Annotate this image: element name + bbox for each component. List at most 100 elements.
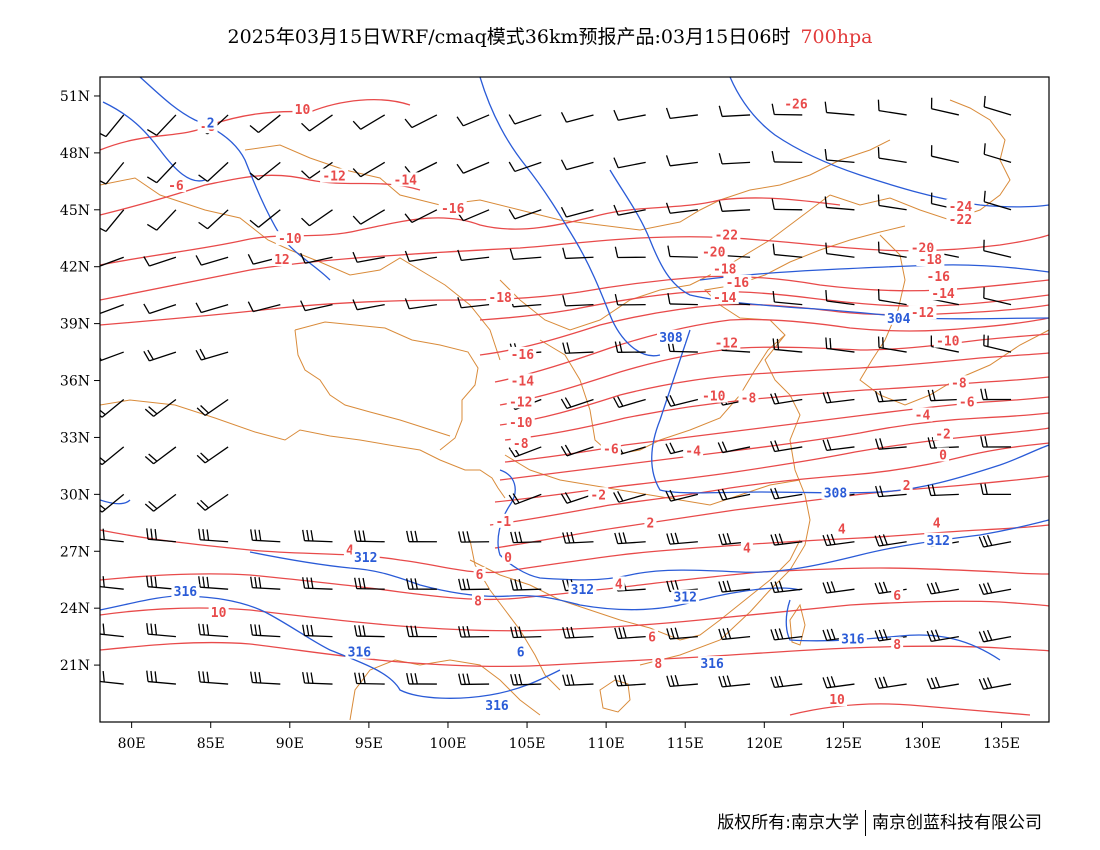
- wind-barb: [927, 484, 959, 497]
- boundary-lines: [100, 99, 1049, 721]
- wind-barb: [822, 439, 855, 451]
- contour-label-bg: [712, 335, 741, 350]
- contour-label-bg: [723, 274, 752, 289]
- contour-label: -8: [513, 437, 529, 452]
- wind-barb: [354, 625, 385, 638]
- contour-label-bg: [924, 532, 953, 547]
- y-tick-label: 36N: [60, 374, 90, 390]
- wind-barb: [250, 529, 281, 543]
- contour-label: -4: [685, 445, 701, 460]
- wind-barb: [301, 114, 333, 132]
- wind-barb: [983, 95, 1012, 116]
- wind-barb: [718, 105, 751, 118]
- copyright-footer: 版权所有:南京大学 南京创蓝科技有限公司: [717, 808, 1042, 836]
- wind-barb: [877, 147, 907, 164]
- contour-label-bg: [568, 582, 597, 597]
- wind-barb: [146, 623, 176, 638]
- wind-barb: [146, 161, 177, 184]
- contour-label: -16: [511, 348, 535, 363]
- y-tick-label: 24N: [60, 601, 90, 617]
- wind-barb: [406, 673, 437, 685]
- inner-mongolia-boundary: [499, 194, 831, 331]
- contour-label: -2: [590, 488, 606, 503]
- contour-label: -16: [927, 270, 951, 285]
- map-title: 2025年03月15日WRF/cmaq模式36km预报产品:03月15日06时 7…: [0, 22, 1100, 49]
- wind-barb: [302, 577, 333, 590]
- wind-barb: [560, 397, 594, 410]
- contour-label-bg: [738, 390, 759, 405]
- contour-label: -16: [726, 276, 750, 291]
- contour-label: -16: [441, 202, 465, 217]
- wind-barb: [718, 627, 751, 641]
- contour-label: -14: [713, 291, 737, 306]
- contour-label-bg: [933, 426, 954, 441]
- wind-barb: [100, 256, 124, 267]
- wind-barb: [146, 670, 176, 685]
- wind-barb: [562, 674, 594, 687]
- wind-barb: [198, 576, 229, 590]
- contour-label: -26: [784, 97, 808, 112]
- wind-barb: [562, 531, 594, 544]
- wind-barb: [666, 532, 698, 545]
- contour-label-bg: [821, 485, 850, 500]
- wind-barb: [665, 155, 698, 167]
- wind-barb: [667, 245, 698, 258]
- contour-label: 312: [571, 583, 594, 598]
- contour-label-bg: [946, 212, 975, 227]
- wind-barb: [457, 249, 490, 262]
- wind-barb: [666, 674, 698, 688]
- contour-label: -22: [715, 228, 738, 243]
- contour-label-bg: [948, 375, 969, 390]
- wind-barb: [614, 246, 646, 259]
- wind-barb: [198, 209, 229, 230]
- contour-label-bg: [275, 231, 304, 246]
- wind-barb: [404, 209, 438, 224]
- wind-barb: [456, 114, 490, 127]
- contour-label: -2: [935, 428, 951, 443]
- contour-label-bg: [924, 269, 953, 284]
- y-tick-label: 42N: [60, 260, 90, 276]
- contour-label-bg: [933, 333, 962, 348]
- wind-barb: [560, 112, 594, 123]
- wind-barb: [144, 446, 177, 465]
- contour-label: 6: [517, 646, 525, 661]
- contour-label-bg: [912, 407, 933, 422]
- wind-barb: [614, 674, 646, 687]
- wind-barb: [196, 446, 229, 464]
- wind-barb: [877, 289, 907, 306]
- title-level: 700hpa: [800, 26, 873, 48]
- contour-label: -8: [951, 376, 967, 391]
- wind-barb: [100, 209, 125, 233]
- wind-barb: [875, 390, 907, 403]
- contour-label: -12: [715, 336, 738, 351]
- contour-label-bg: [900, 477, 913, 492]
- wind-barb: [822, 581, 855, 594]
- x-tick-label: 120E: [746, 736, 783, 752]
- contour-label-bg: [699, 388, 728, 403]
- contour-label: -10: [278, 232, 302, 247]
- wind-barb: [354, 530, 385, 543]
- wind-barb: [983, 143, 1012, 163]
- wind-barb: [143, 349, 177, 362]
- wind-barb: [562, 342, 594, 354]
- contour-label: 312: [673, 591, 696, 606]
- coastline: [639, 225, 906, 666]
- wind-barb: [100, 114, 125, 138]
- wind-barb: [978, 629, 1012, 643]
- contour-label: -4: [915, 409, 931, 424]
- contour-label-bg: [320, 168, 349, 183]
- x-tick-label: 130E: [904, 736, 941, 752]
- y-tick-label: 45N: [60, 203, 90, 219]
- x-tick-label: 95E: [355, 736, 383, 752]
- wind-barb: [770, 580, 803, 594]
- wind-barb: [877, 99, 907, 116]
- wind-barb: [874, 676, 907, 689]
- wind-barb: [927, 389, 959, 402]
- contour-label-bg: [838, 631, 867, 646]
- x-tick-label: 125E: [825, 736, 862, 752]
- y-tick-label: 33N: [60, 430, 90, 446]
- contour-label-bg: [510, 436, 531, 451]
- contour-label: -10: [509, 416, 533, 431]
- wind-barb: [718, 200, 751, 212]
- contour-label: -6: [603, 443, 619, 458]
